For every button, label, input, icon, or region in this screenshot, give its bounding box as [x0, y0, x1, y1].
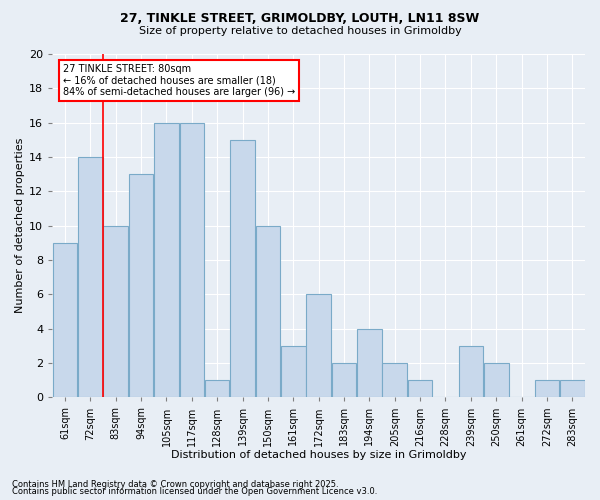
Bar [53, 243, 77, 398]
Y-axis label: Number of detached properties: Number of detached properties [15, 138, 25, 314]
Bar [332, 363, 356, 398]
Bar [484, 363, 509, 398]
Bar [382, 363, 407, 398]
X-axis label: Distribution of detached houses by size in Grimoldby: Distribution of detached houses by size … [171, 450, 466, 460]
Text: Size of property relative to detached houses in Grimoldby: Size of property relative to detached ho… [139, 26, 461, 36]
Bar [205, 380, 229, 398]
Text: 27, TINKLE STREET, GRIMOLDBY, LOUTH, LN11 8SW: 27, TINKLE STREET, GRIMOLDBY, LOUTH, LN1… [121, 12, 479, 26]
Bar [408, 380, 433, 398]
Bar [307, 294, 331, 398]
Text: Contains HM Land Registry data © Crown copyright and database right 2025.: Contains HM Land Registry data © Crown c… [12, 480, 338, 489]
Text: Contains public sector information licensed under the Open Government Licence v3: Contains public sector information licen… [12, 487, 377, 496]
Bar [179, 122, 204, 398]
Bar [357, 328, 382, 398]
Text: 27 TINKLE STREET: 80sqm
← 16% of detached houses are smaller (18)
84% of semi-de: 27 TINKLE STREET: 80sqm ← 16% of detache… [63, 64, 295, 98]
Bar [560, 380, 584, 398]
Bar [129, 174, 154, 398]
Bar [458, 346, 483, 398]
Bar [78, 157, 103, 398]
Bar [154, 122, 179, 398]
Bar [230, 140, 255, 398]
Bar [535, 380, 559, 398]
Bar [256, 226, 280, 398]
Bar [103, 226, 128, 398]
Bar [281, 346, 305, 398]
